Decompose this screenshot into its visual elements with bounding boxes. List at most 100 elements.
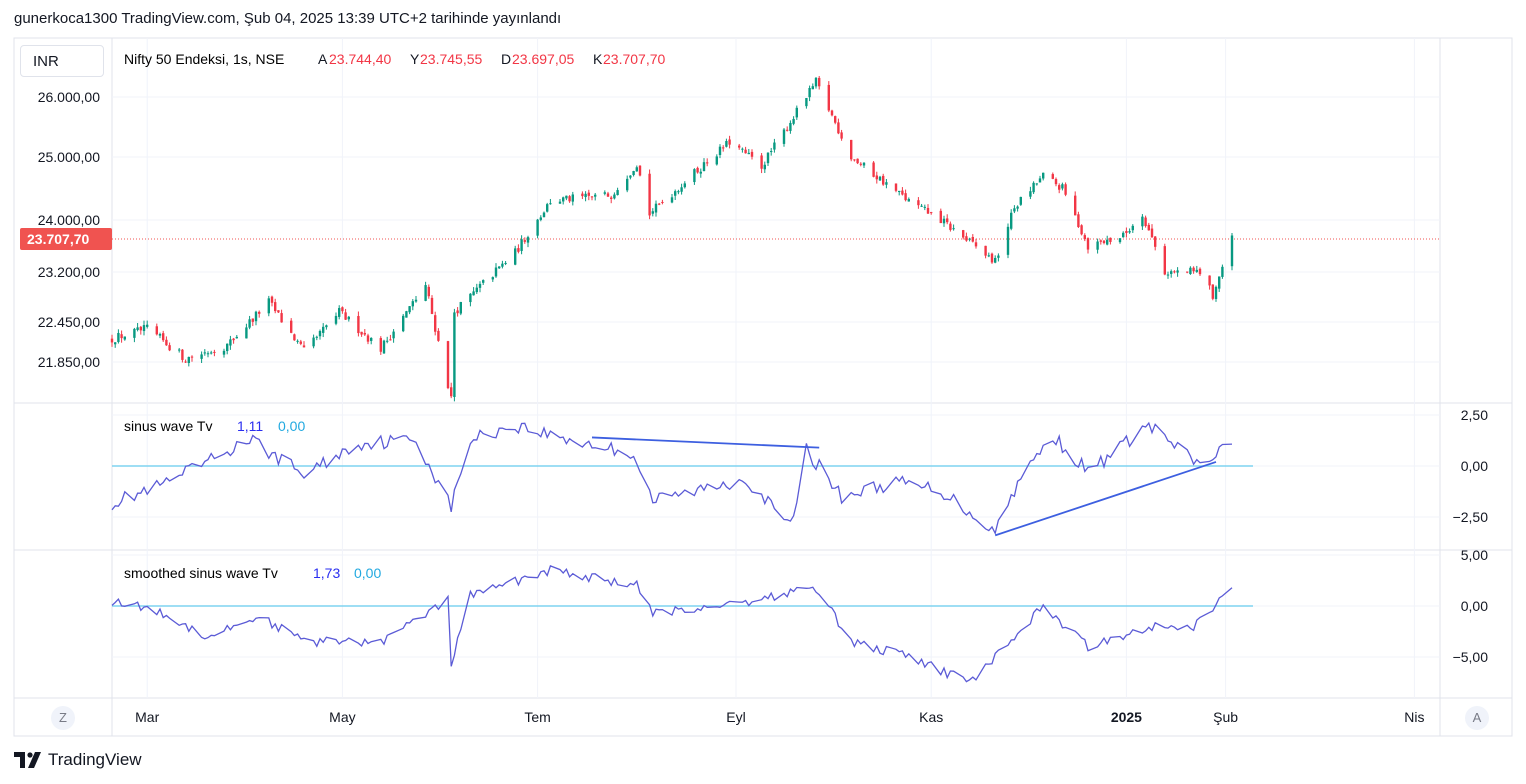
candle-body xyxy=(651,211,654,214)
candle-body xyxy=(478,283,482,288)
candle-body xyxy=(299,341,302,344)
tradingview-logo[interactable]: TradingView xyxy=(14,750,142,770)
candle-body xyxy=(1163,246,1166,275)
candle-body xyxy=(517,248,520,252)
candle-body xyxy=(302,345,306,348)
candle-body xyxy=(1032,182,1035,193)
candle-body xyxy=(229,339,232,346)
candle-body xyxy=(120,334,123,339)
candle-body xyxy=(770,151,773,153)
smoothed-title[interactable]: smoothed sinus wave Tv xyxy=(124,565,278,581)
price-axis[interactable]: 26.000,00 25.000,00 24.000,00 23.200,00 22.4… xyxy=(38,89,100,370)
time-axis-label: Kas xyxy=(919,709,943,725)
candle-body xyxy=(277,310,280,313)
candle-body xyxy=(1147,224,1150,231)
smoothed-wave-line[interactable] xyxy=(111,565,1233,683)
smoothed-axis[interactable]: 5,00 0,00 −5,00 xyxy=(1453,547,1489,665)
candle-body xyxy=(834,116,837,123)
candle-body xyxy=(728,139,731,145)
trend-line[interactable] xyxy=(994,461,1217,537)
candle-body xyxy=(1077,214,1080,227)
auto-scale-button[interactable]: A xyxy=(1465,706,1489,730)
candle-body xyxy=(853,159,856,161)
candle-body xyxy=(248,319,251,328)
candle-body xyxy=(469,293,472,303)
price-tick-label: 21.850,00 xyxy=(38,354,100,370)
candle-body xyxy=(270,296,274,303)
currency-button[interactable]: INR xyxy=(20,45,104,77)
candle-body xyxy=(814,77,818,87)
candle-body xyxy=(856,158,859,164)
candle-body xyxy=(894,183,898,191)
candle-body xyxy=(638,165,642,176)
candle-body xyxy=(942,218,946,224)
candle-body xyxy=(1099,240,1102,242)
candle-body xyxy=(293,334,296,341)
sinus-tick-label: −2,50 xyxy=(1453,509,1489,525)
trend-lines[interactable] xyxy=(591,436,1217,537)
candle-body xyxy=(702,162,706,172)
auto-zoom-button[interactable]: Z xyxy=(51,706,75,730)
time-axis-label: Eyl xyxy=(726,709,745,725)
candle-body xyxy=(514,248,517,265)
sinus-wave-line[interactable] xyxy=(111,421,1233,536)
candle-body xyxy=(190,356,194,358)
candle-body xyxy=(133,328,136,338)
sinus-axis[interactable]: 2,50 0,00 −2,50 xyxy=(1453,407,1489,525)
candle-body xyxy=(1128,231,1131,233)
last-price-label: 23.707,70 xyxy=(27,231,89,247)
candle-body xyxy=(795,107,798,118)
candle-body xyxy=(850,139,853,160)
candle-body xyxy=(562,197,565,202)
candle-body xyxy=(165,339,168,346)
time-axis-label: Tem xyxy=(524,709,550,725)
candle-body xyxy=(363,332,366,335)
candle-body xyxy=(312,337,315,347)
candle-body xyxy=(696,167,699,173)
candle-body xyxy=(251,318,254,322)
candle-body xyxy=(136,327,139,330)
time-axis-label: May xyxy=(329,709,355,725)
candle-body xyxy=(523,240,526,242)
candle-body xyxy=(178,349,181,351)
candle-body xyxy=(1186,271,1189,273)
candle-body xyxy=(542,212,546,218)
candle-body xyxy=(885,182,888,185)
candle-body xyxy=(901,190,904,195)
candle-body xyxy=(1125,231,1128,234)
candle-body xyxy=(968,238,971,240)
trend-line[interactable] xyxy=(591,436,820,449)
candle-body xyxy=(414,299,418,302)
candle-body xyxy=(917,200,920,206)
candle-body xyxy=(222,350,226,355)
candle-body xyxy=(405,311,408,318)
candle-body xyxy=(536,219,539,236)
candle-body xyxy=(930,212,933,214)
candle-body xyxy=(446,341,450,389)
time-axis[interactable]: Mar May Tem Eyl Kas 2025 Şub Nis xyxy=(135,709,1424,725)
candle-body xyxy=(939,210,942,224)
candle-body xyxy=(1109,237,1112,242)
candle-body xyxy=(674,191,677,196)
candle-body xyxy=(725,140,728,147)
candle-body xyxy=(235,336,238,339)
candle-body xyxy=(206,353,210,355)
candlestick-series[interactable] xyxy=(110,75,1234,402)
candle-body xyxy=(315,336,318,338)
candle-body xyxy=(254,311,258,322)
candle-body xyxy=(1154,236,1157,247)
candle-body xyxy=(318,331,322,337)
candle-body xyxy=(434,315,437,332)
candle-body xyxy=(965,236,968,241)
candle-body xyxy=(1010,212,1013,229)
price-tick-label: 25.000,00 xyxy=(38,149,100,165)
price-tick-label: 23.200,00 xyxy=(38,264,100,280)
symbol-title[interactable]: Nifty 50 Endeksi, 1s, NSE xyxy=(124,51,284,67)
ohlc-key: K xyxy=(593,51,603,67)
candle-body xyxy=(898,190,901,192)
candle-body xyxy=(382,340,386,354)
candle-body xyxy=(658,203,661,205)
candle-body xyxy=(322,326,325,333)
sinus-title[interactable]: sinus wave Tv xyxy=(124,418,212,434)
